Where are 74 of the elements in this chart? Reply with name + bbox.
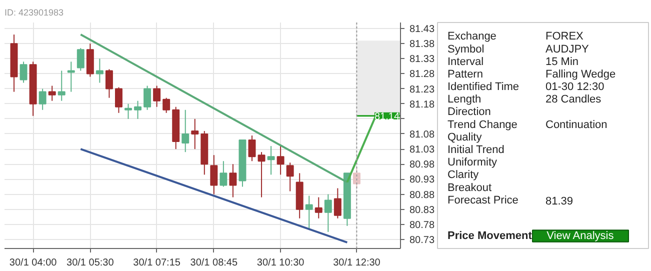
- x-tick-label: 30/1 08:45: [190, 258, 238, 268]
- y-tick-label: 81.18: [410, 99, 435, 110]
- y-tick-label: 80.83: [410, 204, 435, 216]
- candlestick: [258, 152, 266, 198]
- text: FOREX: [546, 30, 584, 43]
- candlestick: [48, 85, 56, 102]
- text: 28 Candles: [546, 94, 602, 106]
- candlestick: [229, 164, 237, 198]
- x-tick-label: 30/1 07:15: [133, 258, 181, 268]
- category-label: Length: [448, 94, 482, 106]
- candlestick: [38, 88, 46, 110]
- x-tick-label: 30/1 12:30: [333, 258, 381, 268]
- text: 01-30 12:30: [546, 81, 604, 94]
- candlestick: [267, 146, 275, 176]
- category-label: Identified Time: [448, 81, 520, 94]
- candlestick: [67, 61, 75, 92]
- category-label: Pattern: [448, 68, 483, 80]
- ref-line-label: 81.14: [374, 111, 400, 122]
- text: AUDJPY: [546, 43, 589, 56]
- category-label: Breakout: [448, 182, 492, 194]
- y-tick-label: 80.88: [410, 190, 435, 201]
- y-tick-label: 81.28: [410, 69, 435, 80]
- candlestick: [114, 86, 122, 114]
- candlestick: [162, 97, 170, 114]
- text: Falling Wedge: [546, 68, 616, 80]
- y-tick-label: 81.33: [410, 54, 435, 66]
- category-label: Trend Change: [448, 118, 518, 131]
- text: ID: 423901983: [4, 8, 64, 18]
- y-tick-label: 80.78: [410, 220, 435, 231]
- text: 81.39: [546, 195, 574, 208]
- y-tick-label: 81.43: [410, 24, 435, 36]
- x-tick-label: 30/1 05:30: [66, 258, 114, 268]
- candlestick: [58, 70, 66, 102]
- candlestick: [314, 196, 322, 219]
- candlestick: [248, 135, 256, 162]
- text: Continuation: [546, 118, 608, 131]
- candlestick: [105, 68, 113, 98]
- category-label: Price Movement: [448, 230, 532, 242]
- candlestick: [324, 194, 332, 232]
- y-tick-label: 81.08: [410, 129, 435, 140]
- candlestick: [153, 85, 161, 108]
- candlestick: [334, 188, 342, 219]
- candlestick: [96, 58, 104, 84]
- candlestick: [220, 160, 228, 188]
- category-label: Initial Trend: [448, 144, 504, 156]
- category-label: Direction: [448, 106, 491, 118]
- candlestick: [191, 118, 199, 150]
- text: 15 Min: [546, 56, 579, 68]
- candlestick: [20, 61, 28, 84]
- category-label: Symbol: [448, 43, 484, 56]
- category-label: Exchange: [448, 30, 496, 43]
- candlestick: [286, 162, 294, 192]
- x-tick-label: 30/1 04:00: [9, 258, 58, 268]
- candlestick: [124, 103, 132, 120]
- category-label: Clarity: [448, 169, 480, 182]
- candlestick: [76, 48, 84, 72]
- category-label: Quality: [448, 131, 482, 144]
- candlestick: [305, 195, 313, 230]
- category-label: Forecast Price: [448, 194, 518, 206]
- y-tick-label: 80.93: [410, 174, 435, 186]
- y-tick-label: 81.03: [410, 144, 435, 156]
- y-tick-label: 81.23: [410, 84, 435, 96]
- y-tick-label: 81.38: [410, 39, 435, 50]
- y-tick-label: 80.73: [410, 234, 435, 246]
- y-tick-label: 80.98: [410, 160, 435, 171]
- x-tick-label: 30/1 10:30: [256, 258, 305, 268]
- candlestick: [134, 100, 142, 120]
- candlestick: [182, 109, 190, 153]
- category-label: Interval: [448, 56, 484, 68]
- candlestick: [144, 85, 152, 110]
- candlestick: [210, 154, 218, 195]
- category-label: Uniformity: [448, 156, 498, 169]
- text: View Analysis: [546, 230, 614, 242]
- candlestick: [276, 146, 284, 176]
